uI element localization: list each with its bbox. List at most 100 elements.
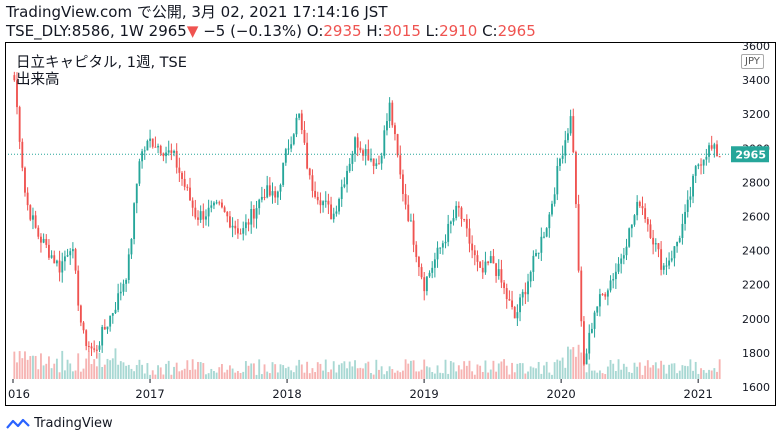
x-tick-label: 2020	[546, 387, 575, 401]
y-axis: 1600180020002200240026002800300032003400…	[742, 40, 770, 394]
candle-body	[425, 276, 428, 292]
candles	[13, 71, 721, 366]
candle-body	[649, 224, 652, 238]
volume-bar	[708, 369, 710, 379]
candle-body	[553, 194, 556, 204]
candle-body	[588, 332, 591, 354]
candle-body	[415, 244, 418, 257]
candle-body	[223, 207, 226, 212]
candle-body	[527, 281, 529, 295]
volume-bar	[476, 364, 479, 379]
volume-bar	[154, 374, 157, 379]
volume-bar	[473, 374, 476, 379]
volume-bar	[468, 360, 471, 379]
candle-body	[276, 191, 279, 198]
volume-bar	[111, 358, 114, 379]
volume-bar	[559, 360, 561, 379]
volume-bar	[162, 374, 165, 379]
candle-body	[468, 228, 471, 244]
y-tick-label: 3600	[742, 40, 770, 53]
candle-body	[529, 271, 532, 282]
candle-body	[694, 166, 697, 176]
volume-bar	[662, 364, 665, 379]
candle-body	[173, 150, 175, 153]
volume-bar	[636, 366, 639, 379]
volume-bar	[167, 360, 170, 379]
candle-body	[260, 196, 263, 200]
candle-body	[500, 269, 503, 283]
candle-body	[521, 291, 524, 298]
last-price-tag	[731, 146, 769, 163]
candle-body	[231, 225, 234, 228]
candle-body	[346, 170, 348, 185]
volume-bar	[423, 359, 426, 379]
tradingview-logo[interactable]: TradingView	[6, 415, 113, 433]
candle-body	[143, 150, 146, 152]
candle-body	[37, 227, 40, 237]
last-price-text: 2965	[735, 148, 766, 161]
candle-body	[244, 222, 247, 229]
y-tick-label: 2000	[742, 313, 770, 326]
candle-body	[423, 277, 426, 292]
candle-body	[290, 144, 293, 149]
volume-bar	[606, 366, 609, 379]
volume-bar	[55, 358, 58, 379]
volume-bar	[633, 362, 636, 379]
volume-bar	[479, 365, 482, 379]
candle-body	[226, 211, 229, 217]
volume-bar	[556, 359, 559, 379]
volume-bar	[228, 365, 231, 379]
candle-body	[375, 163, 378, 167]
candle-body	[167, 150, 170, 153]
volume-bar	[420, 369, 423, 379]
volume-bar	[527, 371, 529, 379]
volume-bar	[455, 371, 458, 379]
candle-body	[644, 208, 647, 219]
volume-bar	[452, 362, 455, 379]
volume-bar	[101, 366, 104, 379]
x-tick-label: 2021	[684, 387, 713, 401]
candle-body	[138, 161, 141, 184]
publish-info: TradingView.com で公開, 3月 02, 2021 17:14:1…	[6, 3, 388, 21]
volume-bar	[26, 359, 29, 379]
currency-badge[interactable]: JPY	[741, 54, 764, 69]
volume-bar	[348, 361, 351, 379]
candle-body	[130, 239, 133, 255]
volume-bar	[604, 374, 607, 379]
candle-body	[449, 221, 452, 224]
volume-bar	[439, 372, 442, 379]
candle-body	[356, 137, 359, 148]
y-tick-label: 3400	[742, 74, 770, 87]
candle-body	[378, 163, 380, 165]
candle-body	[444, 241, 447, 244]
candle-body	[303, 130, 306, 143]
volume-bar	[444, 359, 447, 379]
volume-bar	[598, 370, 601, 379]
candle-body	[548, 214, 551, 229]
volume-bar	[45, 363, 48, 379]
volume-bar	[710, 370, 713, 379]
candle-body	[551, 203, 553, 215]
candle-body	[32, 215, 34, 220]
volume-bar	[713, 368, 716, 379]
candle-body	[681, 223, 684, 238]
volume-bar	[497, 363, 500, 379]
volume-bar	[18, 351, 21, 379]
candle-body	[117, 293, 120, 310]
volume-bar	[540, 373, 543, 379]
volume-bar	[252, 363, 255, 379]
candle-body	[127, 254, 130, 280]
candle-body	[598, 294, 601, 307]
candle-body	[420, 267, 423, 278]
candle-body	[74, 249, 77, 271]
candle-body	[324, 200, 327, 202]
volume-bar	[601, 373, 604, 379]
candle-body	[300, 113, 303, 131]
candle-body	[16, 80, 18, 108]
candle-body	[351, 153, 354, 164]
volume-bar	[529, 366, 532, 379]
candle-body	[316, 196, 319, 201]
volume-bar	[492, 360, 495, 379]
close-value: 2965	[497, 22, 536, 40]
